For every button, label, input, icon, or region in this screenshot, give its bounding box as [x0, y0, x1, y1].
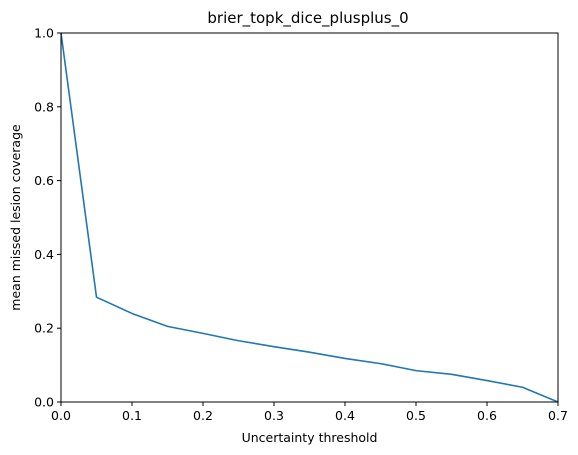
x-tick-label: 0.6 — [477, 408, 497, 423]
y-tick-label: 0.2 — [34, 321, 54, 336]
x-tick-label: 0.3 — [264, 408, 284, 423]
plot-series — [60, 32, 559, 403]
plot-frame — [60, 32, 559, 403]
y-tick-label: 0.8 — [34, 99, 54, 114]
x-tick-label: 0.5 — [406, 408, 426, 423]
chart-title: brier_topk_dice_plusplus_0 — [207, 9, 408, 28]
y-tick-label: 0.6 — [34, 173, 54, 188]
x-tick-label: 0.4 — [335, 408, 355, 423]
x-tick-label: 0.2 — [193, 408, 213, 423]
x-tick-label: 0.1 — [122, 408, 142, 423]
series-line-0 — [60, 32, 559, 403]
y-tick-label: 1.0 — [34, 26, 54, 41]
x-axis-label: Uncertainty threshold — [242, 430, 378, 445]
x-tick-label: 0.7 — [548, 408, 568, 423]
x-tick-label: 0.0 — [51, 408, 71, 423]
y-axis-label: mean missed lesion coverage — [8, 124, 23, 311]
y-tick-label: 0.4 — [34, 247, 54, 262]
y-tick-label: 0.0 — [34, 395, 54, 410]
y-axis-ticks: 0.0 0.2 0.4 0.6 0.8 1.0 — [34, 26, 61, 410]
x-axis-ticks: 0.0 0.1 0.2 0.3 0.4 0.5 0.6 0.7 — [51, 402, 568, 423]
